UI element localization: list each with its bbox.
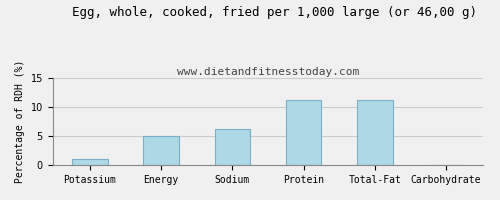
Bar bbox=[144, 136, 179, 165]
Bar bbox=[214, 129, 250, 165]
Title: www.dietandfitnesstoday.com: www.dietandfitnesstoday.com bbox=[177, 67, 359, 77]
Text: Egg, whole, cooked, fried per 1,000 large (or 46,00 g): Egg, whole, cooked, fried per 1,000 larg… bbox=[72, 6, 477, 19]
Y-axis label: Percentage of RDH (%): Percentage of RDH (%) bbox=[15, 60, 25, 183]
Bar bbox=[72, 159, 108, 165]
Bar bbox=[357, 100, 392, 165]
Bar bbox=[286, 100, 322, 165]
